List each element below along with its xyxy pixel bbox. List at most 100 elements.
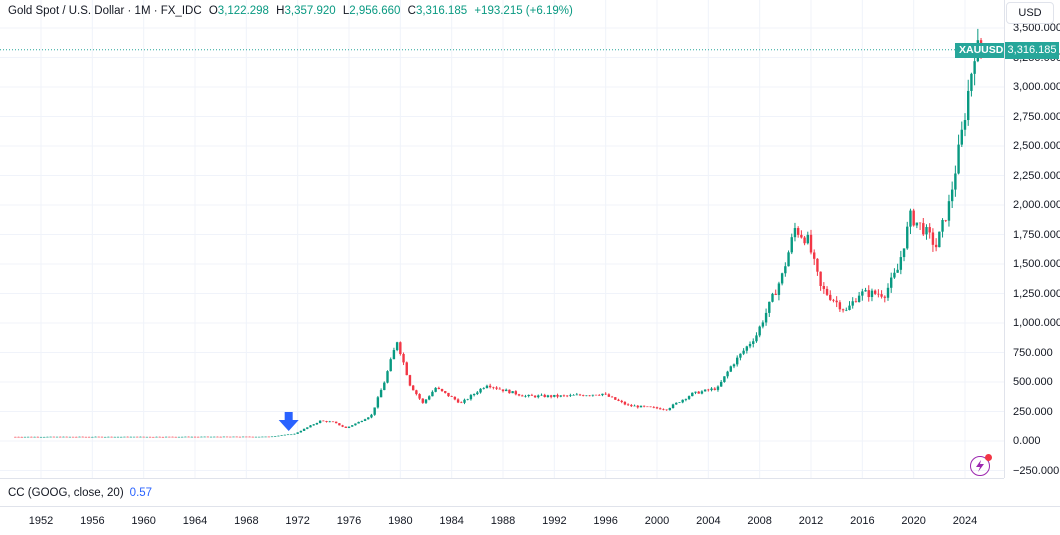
candle-body xyxy=(46,436,49,438)
candle-body xyxy=(171,436,174,438)
candle-body xyxy=(938,231,941,248)
candle-body xyxy=(177,436,181,438)
indicator-legend[interactable]: CC (GOOG, close, 20) 0.57 xyxy=(8,487,152,499)
candle-body xyxy=(809,234,813,253)
lightning-icon[interactable] xyxy=(970,454,992,476)
candle-body xyxy=(639,405,643,408)
indicator-pane[interactable]: CC (GOOG, close, 20) 0.57 xyxy=(0,478,1004,507)
candle-body xyxy=(331,421,335,423)
time-tick-label: 2016 xyxy=(850,515,875,527)
candle-body xyxy=(543,394,546,398)
candle-body xyxy=(241,436,245,438)
candle-body xyxy=(700,391,704,394)
candle-body xyxy=(222,436,226,438)
candle-body xyxy=(257,436,261,438)
candle-body xyxy=(668,407,672,411)
candle-body xyxy=(469,395,473,400)
price-tick-label: 1,000.000 xyxy=(1013,317,1060,329)
price-axis[interactable]: 3,500.0003,250.0003,000.0002,750.0002,50… xyxy=(1004,0,1060,478)
time-tick-label: 2008 xyxy=(747,515,772,527)
price-tick-label: 2,000.000 xyxy=(1013,199,1060,211)
symbol-price-tag: XAUUSD xyxy=(955,43,1008,58)
price-tick-label: −250.000 xyxy=(1013,464,1060,477)
candle-body xyxy=(97,436,100,438)
candle-body xyxy=(261,436,264,438)
candle-body xyxy=(848,305,851,310)
candle-body xyxy=(408,375,412,386)
candle-body xyxy=(922,223,925,235)
candle-body xyxy=(825,288,829,295)
candle-body xyxy=(213,436,216,438)
candle-body xyxy=(315,422,319,425)
blue-down-arrow-icon[interactable] xyxy=(278,412,299,431)
open-label: O xyxy=(208,5,218,17)
candle-body xyxy=(20,436,23,438)
candle-body xyxy=(488,385,492,388)
price-chart-canvas[interactable] xyxy=(0,0,1004,478)
high-value: 3,357.920 xyxy=(284,5,336,17)
candle-body xyxy=(476,392,479,395)
candle-body xyxy=(139,436,142,438)
candle-body xyxy=(736,357,739,365)
candle-body xyxy=(835,300,838,303)
candle-body xyxy=(723,376,726,382)
candle-body xyxy=(893,272,896,278)
candle-body xyxy=(816,258,819,272)
candle-body xyxy=(460,402,463,404)
candle-body xyxy=(155,436,158,438)
candle-body xyxy=(585,395,588,397)
candle-body xyxy=(719,381,723,387)
time-tick-label: 1952 xyxy=(28,515,54,527)
candle-body xyxy=(161,436,165,438)
candle-body xyxy=(918,222,922,224)
currency-button[interactable]: USD xyxy=(1006,2,1054,24)
candle-body xyxy=(511,391,514,394)
candle-body xyxy=(598,395,601,396)
symbol-legend: Gold Spot / U.S. Dollar · 1M · FX_IDC O 3… xyxy=(8,5,573,17)
time-tick-label: 1984 xyxy=(439,515,464,527)
candle-body xyxy=(136,436,139,438)
time-tick-label: 1972 xyxy=(285,515,310,527)
candle-body xyxy=(180,436,184,438)
candle-body xyxy=(456,399,460,403)
candle-body xyxy=(880,294,883,297)
candle-body xyxy=(245,436,248,438)
candle-body xyxy=(347,426,351,428)
price-tick-label: 3,000.000 xyxy=(1013,81,1060,93)
price-tick-label: 250.000 xyxy=(1013,405,1053,418)
candle-body xyxy=(33,436,36,438)
candle-body xyxy=(729,366,732,372)
candle-body xyxy=(832,299,835,301)
candle-body xyxy=(604,393,607,395)
candle-body xyxy=(389,359,392,372)
candle-body xyxy=(351,425,354,427)
candle-body xyxy=(681,399,684,403)
candle-body xyxy=(867,290,870,298)
candle-body xyxy=(540,394,543,396)
candle-body xyxy=(533,395,537,398)
price-chart[interactable]: Gold Spot / U.S. Dollar · 1M · FX_IDC O 3… xyxy=(0,0,1008,478)
symbol-title[interactable]: Gold Spot / U.S. Dollar · 1M · FX_IDC xyxy=(8,5,202,17)
candle-body xyxy=(26,436,30,438)
candle-body xyxy=(81,436,84,438)
time-tick-label: 1996 xyxy=(593,515,618,527)
time-tick-label: 1968 xyxy=(234,515,259,527)
price-tick-label: 1,500.000 xyxy=(1013,258,1060,270)
candle-body xyxy=(960,129,963,145)
candle-body xyxy=(209,436,213,438)
candle-body xyxy=(492,387,495,388)
candle-body xyxy=(521,395,524,397)
time-tick-label: 2000 xyxy=(644,515,670,527)
time-tick-label: 1992 xyxy=(542,515,567,527)
indicator-label: CC (GOOG, close, 20) xyxy=(8,487,124,499)
candle-body xyxy=(780,273,784,284)
candle-body xyxy=(501,389,505,392)
close-label: C xyxy=(407,5,416,17)
price-tick-label: 500.000 xyxy=(1013,376,1053,388)
candle-body xyxy=(30,436,33,438)
candle-body xyxy=(732,364,736,367)
candle-body xyxy=(697,391,700,394)
time-axis[interactable]: 1952 1956 1960 1964 1968 1972 1976 1980 1984 1988… xyxy=(0,506,1060,535)
candle-body xyxy=(819,271,822,286)
candle-body xyxy=(642,405,646,407)
